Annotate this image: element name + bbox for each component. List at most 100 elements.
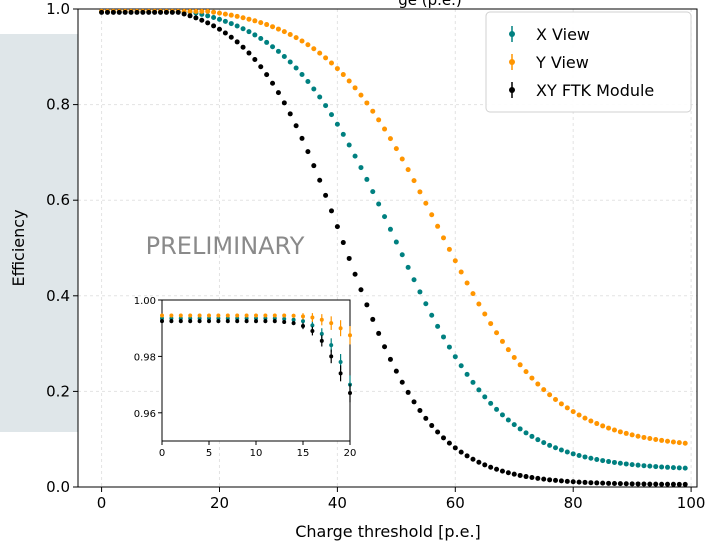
inset-chart: 0 5 10 15 20 0.96 0.98 1.00 <box>134 296 357 459</box>
x-tick-label: 80 <box>564 494 583 512</box>
data-point <box>293 123 299 129</box>
inset-data-point <box>310 315 315 320</box>
inset-x-tick-label: 15 <box>297 448 310 459</box>
data-point <box>482 462 488 468</box>
inset-data-point <box>216 319 221 324</box>
data-point <box>305 149 311 155</box>
inset-data-point <box>207 313 211 318</box>
inset-data-point <box>216 313 221 318</box>
data-point <box>588 480 594 486</box>
data-point <box>641 463 647 469</box>
inset-data-point <box>207 319 211 324</box>
data-point <box>234 23 240 29</box>
data-point <box>328 208 334 214</box>
data-point <box>358 287 364 293</box>
data-point <box>405 167 411 173</box>
y-tick-label: 0.8 <box>46 96 70 114</box>
data-point <box>128 9 134 15</box>
data-point <box>140 9 146 15</box>
data-point <box>670 439 676 445</box>
data-point <box>122 9 128 15</box>
y-axis-label: Efficiency <box>9 209 28 286</box>
data-point <box>299 38 305 44</box>
y-tick-label: 0.6 <box>46 191 70 209</box>
data-point <box>393 368 399 374</box>
data-point <box>110 9 116 15</box>
data-point <box>311 46 317 52</box>
inset-x-tick-label: 20 <box>344 448 357 459</box>
data-point <box>293 65 299 71</box>
inset-data-point <box>244 319 249 324</box>
data-point <box>564 478 570 484</box>
data-point <box>606 480 612 486</box>
inset-data-point <box>160 319 164 324</box>
data-point <box>328 112 334 118</box>
data-point <box>488 464 494 470</box>
inset-data-point <box>197 316 202 321</box>
data-point <box>441 235 447 241</box>
plot-frame <box>77 8 698 488</box>
data-point <box>240 44 246 50</box>
data-point <box>494 406 500 412</box>
data-point <box>411 178 417 184</box>
data-point <box>529 475 535 481</box>
inset-data-point <box>188 316 193 321</box>
data-point <box>323 103 329 109</box>
data-point <box>187 8 193 14</box>
inset-data-point <box>207 316 211 321</box>
data-point <box>399 252 405 258</box>
data-point <box>299 135 305 141</box>
data-point <box>558 447 564 453</box>
data-point <box>199 8 205 14</box>
y-tick-label: 1.0 <box>46 0 70 18</box>
data-point <box>429 212 435 218</box>
data-point <box>429 312 435 318</box>
inset-data-point <box>282 319 287 324</box>
data-point <box>470 291 476 297</box>
data-point <box>205 8 211 14</box>
legend-entry: XY FTK Module <box>536 81 654 100</box>
y-tick-label: 0.0 <box>46 478 70 496</box>
data-point <box>393 146 399 152</box>
data-point <box>240 15 246 21</box>
data-point <box>641 434 647 440</box>
inset-data-point <box>235 319 240 324</box>
data-point <box>523 369 529 375</box>
data-point <box>311 163 317 169</box>
inset-y-tick-label: 0.98 <box>134 352 156 363</box>
inset-data-point <box>282 313 287 318</box>
data-point <box>228 12 234 18</box>
data-point <box>405 389 411 395</box>
data-point <box>600 423 606 429</box>
data-point <box>352 85 358 91</box>
data-point <box>476 459 482 465</box>
data-point <box>346 255 352 261</box>
inset-data-point <box>178 316 183 321</box>
inset-data-point <box>301 314 305 319</box>
data-point <box>193 15 199 21</box>
x-tick-label: 40 <box>328 494 347 512</box>
data-point <box>146 9 152 15</box>
data-point <box>376 201 382 207</box>
data-point <box>488 321 494 327</box>
inset-data-point <box>188 313 193 318</box>
data-point <box>334 224 340 230</box>
data-point <box>175 9 181 15</box>
data-point <box>470 379 476 385</box>
data-point <box>576 452 582 458</box>
data-point <box>240 26 246 32</box>
data-point <box>629 462 635 468</box>
data-point <box>511 422 517 428</box>
data-point <box>382 214 388 220</box>
data-point <box>317 94 323 100</box>
data-point <box>152 9 158 15</box>
data-point <box>311 86 317 92</box>
data-point <box>482 311 488 317</box>
data-point <box>423 301 429 307</box>
data-point <box>458 449 464 455</box>
data-point <box>340 72 346 78</box>
inset-data-point <box>169 313 174 318</box>
data-point <box>216 10 222 16</box>
legend-box <box>485 11 692 113</box>
